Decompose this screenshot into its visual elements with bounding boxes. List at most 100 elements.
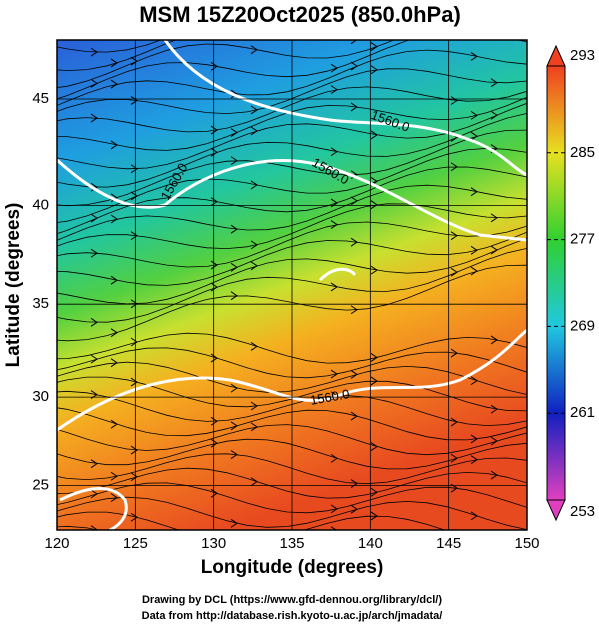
stream-arrow — [490, 78, 498, 88]
streamline — [57, 424, 527, 456]
stream-arrow — [130, 377, 138, 387]
stream-arrow — [250, 261, 258, 271]
stream-arrow — [451, 553, 457, 561]
stream-arrow — [130, 337, 138, 347]
contour-line — [163, 40, 527, 177]
stream-arrow — [210, 125, 218, 135]
streamline — [57, 203, 527, 250]
stream-arrow — [450, 96, 458, 105]
stream-arrow — [130, 231, 138, 241]
stream-arrow — [110, 58, 118, 68]
geopotential-contours — [57, 40, 527, 530]
streamline — [57, 361, 527, 395]
stream-arrow — [110, 275, 118, 285]
stream-arrow — [90, 459, 98, 469]
x-tick-label: 150 — [514, 535, 539, 552]
streamline — [57, 68, 527, 115]
stream-arrow — [330, 85, 338, 95]
x-tick-label: 140 — [358, 535, 383, 552]
stream-arrow — [230, 518, 238, 528]
y-tick-label: 30 — [32, 388, 49, 405]
streamline — [57, 221, 527, 268]
streamline — [57, 166, 527, 235]
colorbar — [546, 65, 566, 501]
streamline — [57, 248, 527, 323]
x-tick-label: 125 — [123, 535, 148, 552]
stream-arrow — [130, 445, 138, 455]
streamline — [57, 347, 527, 379]
stream-arrow — [450, 348, 458, 358]
stream-arrow — [470, 131, 478, 141]
stream-arrow — [90, 317, 98, 327]
stream-arrow — [350, 411, 358, 421]
stream-arrow — [490, 404, 498, 414]
stream-arrow — [470, 52, 478, 61]
streamline — [57, 390, 527, 427]
stream-arrow — [210, 260, 218, 270]
y-tick-label: 45 — [32, 90, 49, 107]
stream-arrow — [450, 231, 458, 241]
colorbar-label: 285 — [570, 144, 595, 161]
stream-arrow — [130, 96, 138, 105]
stream-arrow — [350, 237, 358, 247]
title: MSM 15Z20Oct2025 (850.0hPa) — [139, 2, 461, 27]
x-tick-label: 130 — [201, 535, 226, 552]
stream-arrow — [90, 182, 98, 192]
stream-arrow — [250, 105, 258, 115]
stream-arrow — [210, 438, 218, 448]
stream-arrow — [471, 0, 477, 5]
stream-arrow — [230, 383, 238, 393]
stream-arrow — [450, 453, 458, 463]
stream-arrow — [491, 540, 497, 548]
stream-arrow — [350, 369, 358, 379]
stream-arrow — [210, 61, 218, 71]
streamline — [57, 40, 353, 72]
stream-arrow — [490, 110, 498, 120]
colorbar-label: 277 — [570, 231, 595, 248]
streamline — [57, 407, 527, 441]
colorbar-label: 261 — [570, 404, 595, 421]
stream-arrow — [450, 267, 458, 277]
stream-arrow — [90, 113, 98, 123]
stream-arrow — [110, 214, 118, 224]
streamline — [57, 129, 527, 207]
stream-arrow — [130, 472, 138, 482]
stream-arrow — [230, 128, 238, 137]
stream-arrow — [210, 197, 218, 207]
stream-arrow — [330, 453, 338, 463]
stream-arrow — [250, 180, 258, 190]
contour-label: 1560.0 — [309, 386, 351, 408]
stream-arrow — [230, 262, 238, 272]
stream-arrow — [490, 470, 498, 480]
contour-line — [57, 158, 527, 242]
streamline — [57, 376, 527, 412]
stream-arrow — [370, 130, 378, 140]
streamline — [57, 40, 395, 88]
streamline — [57, 147, 527, 223]
stream-arrow — [210, 488, 218, 498]
colorbar-under — [546, 499, 566, 522]
streamline — [57, 438, 527, 470]
streamline — [57, 231, 527, 286]
y-tick-label: 35 — [32, 295, 49, 312]
stream-arrow — [490, 245, 498, 255]
stream-arrow — [470, 187, 478, 197]
stream-arrow — [470, 110, 478, 120]
colorbar-label: 293 — [570, 47, 595, 64]
y-axis-label: Latitude (degrees) — [3, 203, 24, 368]
stream-arrow — [130, 512, 138, 522]
stream-arrow — [230, 156, 238, 166]
x-tick-label: 120 — [44, 535, 69, 552]
stream-arrow — [490, 335, 498, 345]
stream-arrow — [250, 401, 258, 411]
streamline — [57, 482, 527, 514]
y-tick-label: 25 — [32, 476, 49, 493]
streamline — [57, 467, 527, 499]
streamline — [57, 49, 527, 106]
stream-arrow — [250, 477, 258, 487]
stream-arrow — [350, 479, 358, 488]
credit: Drawing by DCL (https://www.gfd-dennou.o… — [142, 594, 442, 606]
stream-arrow — [470, 266, 478, 276]
stream-arrow — [230, 450, 238, 459]
